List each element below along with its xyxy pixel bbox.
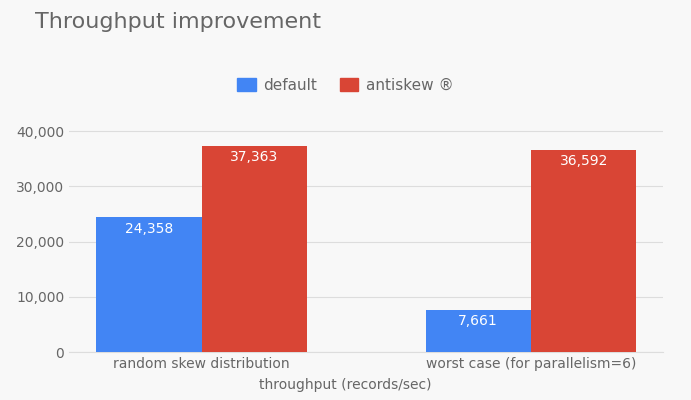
Text: 36,592: 36,592 — [560, 154, 608, 168]
Text: 24,358: 24,358 — [124, 222, 173, 236]
Bar — [202, 146, 307, 352]
Text: 37,363: 37,363 — [230, 150, 278, 164]
Text: Throughput improvement: Throughput improvement — [35, 12, 321, 32]
Legend: default, antiskew ®: default, antiskew ® — [231, 72, 460, 99]
Text: 7,661: 7,661 — [458, 314, 498, 328]
Bar — [426, 310, 531, 352]
Bar — [531, 150, 636, 352]
Bar — [96, 218, 202, 352]
Text: throughput (records/sec): throughput (records/sec) — [259, 378, 432, 392]
